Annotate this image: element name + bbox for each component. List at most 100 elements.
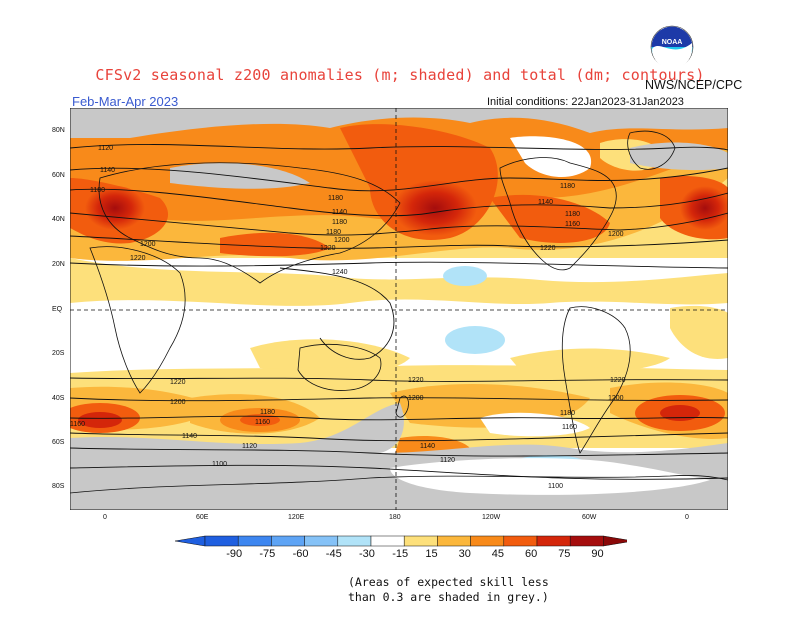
contour-label: 1180 (326, 229, 341, 236)
north-america-coast (499, 157, 617, 271)
colorbar-tick-label: 45 (491, 548, 505, 560)
tropics-anomaly-field (70, 258, 728, 375)
agency-label: NWS/NCEP/CPC (645, 78, 743, 92)
colorbar-swatch (437, 535, 471, 547)
contour-label: 1240 (332, 269, 348, 276)
colorbar-tick-label: 75 (558, 548, 571, 560)
contour-label: 1120 (440, 457, 455, 464)
coastlines (70, 130, 728, 494)
chart-title: CFSv2 seasonal z200 anomalies (m; shaded… (95, 66, 705, 84)
africa-coast (89, 246, 186, 394)
contour-label: 1220 (320, 245, 336, 252)
contour-label: 1100 (548, 483, 563, 490)
antarctica-coast (70, 475, 728, 494)
lat-label: 80S (52, 483, 65, 490)
contour-label: 1180 (260, 409, 275, 416)
colorbar (175, 535, 627, 547)
contour-label: 1220 (130, 255, 146, 262)
lon-label: 120E (288, 514, 305, 521)
colorbar-tick-label: -30 (359, 548, 375, 560)
lat-label: 20N (52, 261, 65, 268)
colorbar-tick-label: -90 (226, 548, 243, 560)
colorbar-tick-label: -45 (325, 548, 342, 560)
greenland-coast (627, 130, 676, 170)
colorbar-tick-label: 90 (591, 548, 604, 560)
colorbar-tick-label: -75 (259, 548, 276, 560)
colorbar-swatch (204, 535, 239, 547)
contour-label: 1200 (170, 399, 186, 406)
colorbar-swatch (304, 535, 339, 547)
height-contours (70, 144, 728, 480)
contour-label: 1220 (540, 245, 556, 252)
contour-label: 1200 (608, 395, 624, 402)
lat-label: 40N (52, 216, 65, 223)
contour-label: 1200 (608, 231, 624, 238)
contour-label: 1220 (610, 377, 626, 384)
contour-label: 1140 (332, 209, 347, 216)
contour-label: 1200 (408, 395, 424, 402)
new-zealand-coast (395, 395, 409, 418)
contour-label: 1180 (565, 211, 580, 218)
contour-label: 1180 (560, 183, 575, 190)
colorbar-swatch (569, 535, 604, 547)
contour-label: 1120 (242, 443, 257, 450)
forecast-period: Feb-Mar-Apr 2023 (72, 94, 179, 109)
colorbar-arrow-left (175, 535, 206, 547)
colorbar-swatch (237, 535, 272, 547)
lon-label: 0 (685, 514, 689, 521)
lon-label: 60E (196, 514, 209, 521)
skill-note-line: (Areas of expected skill less (348, 575, 549, 589)
contour-label: 1200 (140, 241, 156, 248)
contour-label: 1160 (255, 419, 270, 426)
lat-label: EQ (52, 306, 63, 313)
colorbar-swatch (370, 535, 405, 547)
contour-label: 1140 (420, 443, 435, 450)
contour-label: 1180 (332, 219, 347, 226)
contour-label-group: 1120 1140 1180 1200 1220 1180 1140 1180 … (70, 145, 626, 490)
lon-label: 60W (582, 514, 597, 521)
anomaly-map: 1120 1140 1180 1200 1220 1180 1140 1180 … (70, 108, 728, 510)
europe-asia-coast (98, 162, 401, 284)
contour-label: 1140 (100, 167, 115, 174)
lon-label: 0 (103, 514, 107, 521)
lon-label: 120W (482, 514, 501, 521)
contour-label: 1140 (182, 433, 197, 440)
contour-label: 1220 (170, 379, 186, 386)
sh-anomaly-field (70, 365, 728, 510)
lon-label: 180 (389, 514, 401, 521)
contour-label: 1120 (98, 145, 113, 152)
colorbar-arrow-right (603, 535, 627, 547)
contour-label: 1220 (408, 377, 424, 384)
colorbar-tick-label: -15 (392, 548, 409, 560)
skill-note: (Areas of expected skill less than 0.3 a… (348, 575, 549, 605)
south-america-coast (561, 306, 631, 454)
contour-label: 1100 (212, 461, 227, 468)
noaa-logo: NOAA (650, 25, 694, 69)
colorbar-swatch (503, 535, 538, 547)
contour-label: 1160 (70, 421, 85, 428)
lat-label: 60N (52, 172, 65, 179)
contour-label: 1180 (90, 187, 105, 194)
contour-label: 1140 (538, 199, 553, 206)
colorbar-swatch (470, 535, 505, 547)
initial-conditions: Initial conditions: 22Jan2023-31Jan2023 (487, 96, 684, 108)
skill-note-line: than 0.3 are shaded in grey.) (348, 590, 549, 604)
colorbar-swatch (271, 535, 305, 547)
colorbar-tick-label: 30 (458, 548, 471, 560)
nh-anomaly-field (70, 108, 728, 261)
colorbar-tick-label: 60 (525, 548, 538, 560)
colorbar-tick-label: -60 (292, 548, 309, 560)
colorbar-tick-label: 15 (425, 548, 438, 560)
lat-label: 20S (52, 350, 65, 357)
lat-label: 60S (52, 439, 65, 446)
contour-label: 1200 (334, 237, 350, 244)
svg-text:NOAA: NOAA (662, 39, 683, 46)
contour-label: 1160 (565, 221, 580, 228)
colorbar-swatch (337, 535, 372, 547)
colorbar-swatch (403, 535, 438, 547)
lat-label: 40S (52, 395, 65, 402)
contour-label: 1160 (562, 424, 577, 431)
colorbar-swatch (536, 535, 571, 547)
lat-label: 80N (52, 127, 65, 134)
australia-coast (297, 343, 382, 391)
